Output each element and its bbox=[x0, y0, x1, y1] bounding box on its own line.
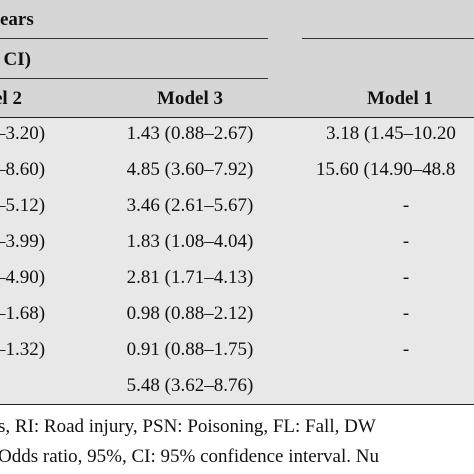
cell-model-2: –5.12) bbox=[0, 195, 46, 216]
cell-model-2: –3.99) bbox=[0, 231, 46, 252]
table-body-background bbox=[0, 118, 474, 404]
table-header-background bbox=[0, 0, 474, 118]
footnote-line-2: Odds ratio, 95%, CI: 95% confidence inte… bbox=[0, 446, 379, 467]
header-rule-left bbox=[0, 38, 268, 39]
cell-model-3: 3.46 (2.61–5.67) bbox=[126, 195, 254, 216]
cell-model-3: 1.83 (1.08–4.04) bbox=[126, 231, 254, 252]
column-header-model-3: Model 3 bbox=[157, 88, 223, 109]
cell-model-2: –4.90) bbox=[0, 267, 46, 288]
cell-model-2: –1.68) bbox=[0, 303, 46, 324]
cell-model-1: - bbox=[402, 303, 410, 324]
cell-model-2: –8.60) bbox=[0, 159, 46, 180]
cell-model-3: 0.91 (0.88–1.75) bbox=[126, 339, 254, 360]
header-rule-right bbox=[302, 38, 474, 39]
header-rule-measure bbox=[0, 78, 268, 79]
cell-model-3: 5.48 (3.62–8.76) bbox=[126, 375, 254, 396]
cell-model-1: - bbox=[402, 339, 410, 360]
column-header-model-1: Model 1 bbox=[367, 88, 433, 109]
column-header-model-2: el 2 bbox=[0, 88, 22, 109]
cell-model-1: - bbox=[402, 267, 410, 288]
table-bottom-rule bbox=[0, 404, 474, 405]
cell-model-3: 4.85 (3.60–7.92) bbox=[126, 159, 254, 180]
cell-model-2: –3.20) bbox=[0, 123, 46, 144]
group-header: ears bbox=[0, 9, 34, 30]
footnote-line-1: s, RI: Road injury, PSN: Poisoning, FL: … bbox=[0, 416, 376, 437]
cell-model-2: –1.32) bbox=[0, 339, 46, 360]
cell-model-3: 0.98 (0.88–2.12) bbox=[126, 303, 254, 324]
header-bottom-rule bbox=[0, 117, 474, 118]
cell-model-1: 15.60 (14.90–48.8 bbox=[316, 159, 456, 180]
cell-model-3: 2.81 (1.71–4.13) bbox=[126, 267, 254, 288]
cell-model-1: - bbox=[402, 231, 410, 252]
cell-model-1: 3.18 (1.45–10.20 bbox=[326, 123, 456, 144]
cell-model-3: 1.43 (0.88–2.67) bbox=[126, 123, 254, 144]
cell-model-1: - bbox=[402, 195, 410, 216]
measure-header: , CI) bbox=[0, 49, 31, 70]
